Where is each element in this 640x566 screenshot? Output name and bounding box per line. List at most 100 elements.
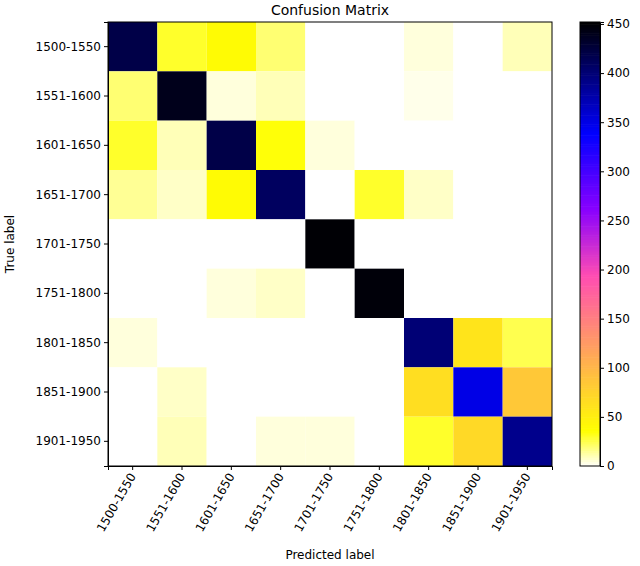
cell (453, 269, 502, 318)
cell (305, 417, 354, 466)
colorbar-tick-label: 450 (607, 17, 630, 31)
colorbar-tick-label: 250 (607, 214, 630, 228)
x-tick-mark (231, 466, 232, 470)
cell (503, 367, 552, 416)
colorbar-tick: 200 (600, 263, 630, 277)
colorbar-tick-label: 400 (607, 66, 630, 80)
y-tick: 1601-1650 (36, 138, 108, 152)
cell (453, 170, 502, 219)
y-tick: 1901-1950 (36, 434, 108, 448)
cell (503, 417, 552, 466)
y-tick-label: 1500-1550 (36, 40, 101, 54)
x-tick: 1551-1600 (143, 466, 188, 534)
cell (305, 71, 354, 120)
cell (355, 269, 404, 318)
cell (305, 367, 354, 416)
x-tick: 1801-1850 (390, 466, 435, 534)
cell (157, 269, 206, 318)
x-tick-mark (478, 466, 479, 470)
y-tick: 1701-1750 (36, 237, 108, 251)
colorbar-tick-label: 100 (607, 361, 630, 375)
cell (207, 367, 256, 416)
colorbar-tick-mark (600, 24, 604, 25)
cell (355, 417, 404, 466)
y-tick: 1651-1700 (36, 188, 108, 202)
colorbar-tick-label: 50 (607, 410, 622, 424)
y-tick-mark (104, 392, 108, 393)
cell (157, 367, 206, 416)
cell (404, 269, 453, 318)
x-tick: 1701-1750 (291, 466, 336, 534)
cell (256, 71, 305, 120)
cell (453, 71, 502, 120)
title: Confusion Matrix (271, 2, 389, 18)
cell (256, 417, 305, 466)
y-tick-mark (104, 244, 108, 245)
y-tick-mark (104, 96, 108, 97)
cell (305, 219, 354, 268)
cell (108, 71, 157, 120)
cell (404, 318, 453, 367)
cell (503, 269, 552, 318)
cell (355, 121, 404, 170)
x-tick-mark (132, 466, 133, 470)
colorbar-tick-mark (600, 368, 604, 369)
cell (108, 219, 157, 268)
y-tick-label: 1601-1650 (36, 138, 101, 152)
cell (305, 22, 354, 71)
colorbar-tick-label: 300 (607, 165, 630, 179)
cell (108, 417, 157, 466)
cell (207, 121, 256, 170)
x-tick-label: 1601-1650 (193, 471, 238, 535)
y-tick-label: 1651-1700 (36, 188, 101, 202)
cell (503, 318, 552, 367)
colorbar-tick: 100 (600, 361, 630, 375)
colorbar-tick: 350 (600, 116, 630, 130)
x-tick-mark (379, 466, 380, 470)
y-tick: 1751-1800 (36, 286, 108, 300)
cell (256, 219, 305, 268)
colorbar-tick: 300 (600, 165, 630, 179)
cell (256, 318, 305, 367)
cell (157, 22, 206, 71)
cell (157, 170, 206, 219)
x-tick-label: 1651-1700 (242, 471, 287, 535)
y-tick: 1551-1600 (36, 89, 108, 103)
y-axis: 1500-1550 1551-1600 1601-1650 1651-1700 1701… (36, 23, 109, 467)
colorbar-tick: 400 (600, 66, 630, 80)
colorbar-tick-mark (600, 73, 604, 74)
cell (256, 121, 305, 170)
cell (404, 367, 453, 416)
y-tick-mark (104, 145, 108, 146)
cell (305, 269, 354, 318)
x-tick-mark (280, 466, 281, 470)
y-axis-title: True label (3, 215, 17, 274)
x-tick: 1601-1650 (193, 466, 238, 534)
colorbar-tick-mark (600, 122, 604, 123)
cell (305, 170, 354, 219)
cell (503, 71, 552, 120)
colorbar-tick-mark (600, 270, 604, 271)
cell (355, 170, 404, 219)
x-tick-mark (428, 466, 429, 470)
y-tick-label: 1801-1850 (36, 336, 101, 350)
cell (108, 121, 157, 170)
cell (157, 417, 206, 466)
colorbar (580, 22, 600, 467)
cell (355, 367, 404, 416)
colorbar-axis-line (601, 23, 605, 467)
cell (207, 269, 256, 318)
colorbar-tick-mark (600, 220, 604, 221)
x-tick-mark (182, 466, 183, 470)
cell (108, 22, 157, 71)
cell (404, 71, 453, 120)
plot-frame (108, 22, 552, 466)
colorbar-tick: 0 (600, 459, 615, 473)
cell (256, 367, 305, 416)
cell (157, 318, 206, 367)
cell (207, 417, 256, 466)
cell (305, 318, 354, 367)
y-tick: 1851-1900 (36, 385, 108, 399)
cell (453, 367, 502, 416)
colorbar-tick-mark (600, 319, 604, 320)
